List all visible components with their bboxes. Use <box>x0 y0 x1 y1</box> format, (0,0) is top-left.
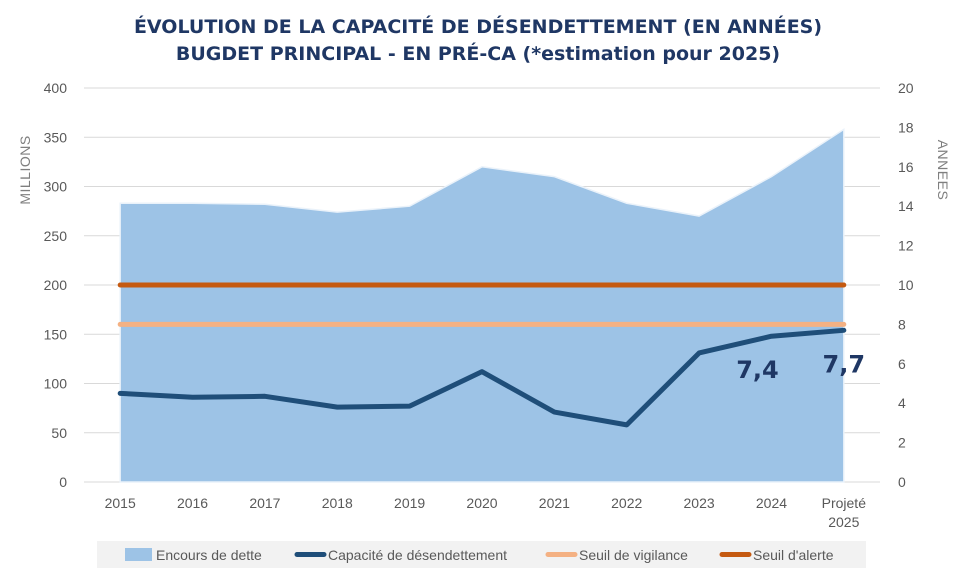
legend: Encours de dette Capacité de désendetteme… <box>97 541 866 568</box>
x-tick-line: 2015 <box>105 495 136 511</box>
left-axis-title: MILLIONS <box>17 135 33 204</box>
left-tick-label: 250 <box>44 228 68 244</box>
left-tick-label: 0 <box>59 474 67 490</box>
right-axis-title: ANNEES <box>935 140 951 201</box>
data-label: 7,4 <box>736 356 779 384</box>
x-tick-line: Projeté <box>822 495 867 511</box>
chart-title: ÉVOLUTION DE LA CAPACITÉ DE DÉSENDETTEME… <box>134 15 822 38</box>
right-tick-label: 0 <box>898 474 906 490</box>
left-tick-label: 200 <box>44 277 68 293</box>
area-encours-de-dette <box>119 127 845 483</box>
x-tick-line: 2024 <box>756 495 787 511</box>
right-tick-label: 10 <box>898 277 914 293</box>
left-tick-label: 300 <box>44 179 68 195</box>
data-label: 7,7 <box>823 350 866 378</box>
x-tick-line: 2021 <box>539 495 570 511</box>
x-tick-line: 2018 <box>322 495 353 511</box>
right-tick-label: 4 <box>898 395 906 411</box>
left-tick-label: 150 <box>44 326 68 342</box>
x-axis-ticks: 2015 2016 2017 2018 2019 2020 2021 2022 2023 2024… <box>105 495 867 530</box>
x-tick-line: 2022 <box>611 495 642 511</box>
left-tick-label: 400 <box>44 80 68 96</box>
left-tick-label: 50 <box>51 425 67 441</box>
x-tick-label: 2017 <box>249 495 280 511</box>
x-tick-label: 2018 <box>322 495 353 511</box>
x-tick-line: 2017 <box>249 495 280 511</box>
line-capacite-de-desendettement <box>117 327 847 428</box>
right-tick-label: 8 <box>898 316 906 332</box>
right-tick-label: 18 <box>898 119 914 135</box>
legend-label: Seuil d'alerte <box>753 547 834 563</box>
legend-label: Capacité de désendettement <box>328 547 507 563</box>
x-tick-line: 2019 <box>394 495 425 511</box>
x-tick-label: 2021 <box>539 495 570 511</box>
left-tick-label: 350 <box>44 129 68 145</box>
chart-subtitle: BUGDET PRINCIPAL - EN PRÉ-CA (*estimatio… <box>176 42 780 65</box>
legend-label: Encours de dette <box>156 547 262 563</box>
x-tick-line: 2025 <box>828 514 859 530</box>
right-axis-ticks: 0 2 4 6 8 10 12 14 16 18 20 <box>898 80 914 490</box>
right-tick-label: 14 <box>898 198 914 214</box>
legend-swatch <box>125 548 152 561</box>
left-tick-label: 100 <box>44 376 68 392</box>
data-labels: 7,4 7,7 <box>736 350 865 384</box>
right-tick-label: 2 <box>898 435 906 451</box>
x-tick-label: 2020 <box>466 495 497 511</box>
x-tick-line: 2023 <box>684 495 715 511</box>
left-axis-ticks: 0 50 100 150 200 250 300 350 400 <box>44 80 68 490</box>
x-tick-label: Projeté 2025 <box>822 495 867 530</box>
right-tick-label: 12 <box>898 238 914 254</box>
x-tick-label: 2016 <box>177 495 208 511</box>
x-tick-label: 2015 <box>105 495 136 511</box>
x-tick-line: 2016 <box>177 495 208 511</box>
x-tick-label: 2024 <box>756 495 787 511</box>
x-tick-line: 2020 <box>466 495 497 511</box>
x-tick-label: 2023 <box>684 495 715 511</box>
right-tick-label: 6 <box>898 356 906 372</box>
line-series-layer <box>117 282 847 428</box>
x-tick-label: 2019 <box>394 495 425 511</box>
right-tick-label: 16 <box>898 159 914 175</box>
x-tick-label: 2022 <box>611 495 642 511</box>
right-tick-label: 20 <box>898 80 914 96</box>
area-series-layer <box>119 127 845 483</box>
legend-label: Seuil de vigilance <box>579 547 688 563</box>
